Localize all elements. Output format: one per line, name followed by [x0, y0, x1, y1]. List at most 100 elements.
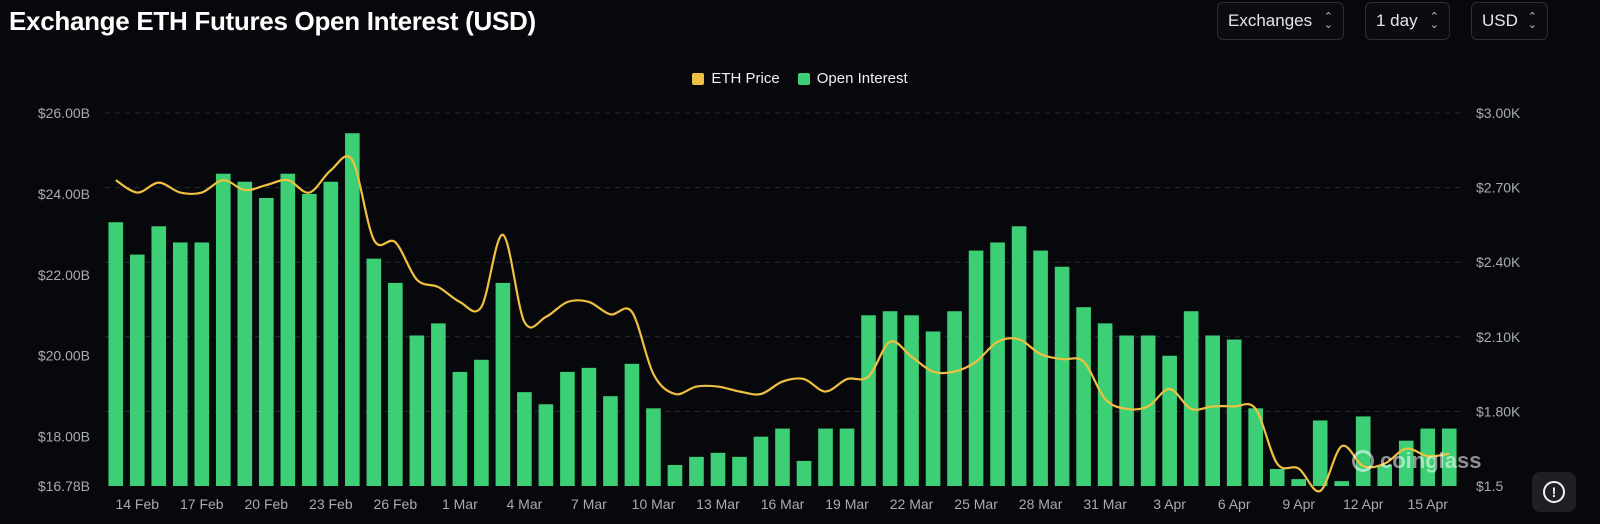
open-interest-bar [517, 392, 532, 486]
y-right-tick-label: $2.10K [1476, 329, 1521, 345]
legend-label-eth-price: ETH Price [711, 70, 780, 87]
y-right-tick-label: $2.40K [1476, 254, 1521, 270]
y-right-tick-label: $3.00K [1476, 105, 1521, 121]
interval-select-label: 1 day [1376, 11, 1418, 30]
x-tick-label: 23 Feb [309, 496, 353, 512]
open-interest-bar [1205, 335, 1220, 486]
coinglass-watermark: coinglass [1352, 448, 1481, 474]
open-interest-bar [968, 250, 984, 486]
open-interest-bar [818, 428, 833, 486]
open-interest-bar [431, 323, 446, 486]
open-interest-bar [108, 222, 124, 487]
x-tick-label: 31 Mar [1083, 496, 1127, 512]
alert-icon: ! [1543, 481, 1565, 503]
y-right-tick-label: $2.70K [1476, 180, 1521, 196]
open-interest-bar [1011, 226, 1027, 486]
open-interest-bar [538, 404, 554, 486]
x-tick-label: 4 Mar [507, 496, 543, 512]
open-interest-bar [667, 464, 683, 486]
open-interest-bar [237, 181, 253, 486]
x-tick-label: 20 Feb [245, 496, 289, 512]
open-interest-swatch [797, 72, 810, 85]
open-interest-bar [1054, 266, 1070, 486]
open-interest-bar [495, 282, 511, 486]
x-tick-label: 26 Feb [374, 496, 418, 512]
open-interest-bar [1140, 335, 1156, 486]
y-left-tick-label: $18.00B [38, 429, 90, 445]
open-interest-bar [947, 311, 962, 486]
open-interest-bar [1162, 355, 1177, 486]
open-interest-bar [603, 396, 618, 486]
open-interest-bar [710, 452, 726, 486]
open-interest-bar [646, 408, 661, 486]
exchanges-select[interactable]: Exchanges ⌃ ⌄ [1217, 2, 1344, 40]
open-interest-bar [1420, 428, 1436, 486]
open-interest-bar [474, 359, 489, 486]
open-interest-bar [1269, 469, 1285, 486]
open-interest-bar [560, 371, 575, 486]
open-interest-bar [345, 133, 360, 486]
open-interest-bar [775, 428, 790, 486]
open-interest-bar [194, 242, 210, 486]
open-interest-bar [861, 315, 876, 486]
y-left-tick-label: $24.00B [38, 186, 90, 202]
open-interest-bar [302, 193, 317, 486]
currency-select-label: USD [1482, 11, 1518, 30]
x-tick-label: 17 Feb [180, 496, 224, 512]
open-interest-bar [172, 242, 188, 486]
x-tick-label: 12 Apr [1343, 496, 1384, 512]
x-tick-label: 6 Apr [1218, 496, 1251, 512]
open-interest-bar [796, 460, 812, 486]
open-interest-bar [258, 197, 274, 487]
open-interest-bar [904, 315, 919, 486]
sort-chevrons-icon: ⌃ ⌄ [1323, 11, 1333, 31]
open-interest-bar [1119, 335, 1134, 486]
open-interest-bar [1226, 339, 1242, 486]
open-interest-bar [1076, 307, 1091, 486]
y-left-tick-label: $22.00B [38, 267, 90, 283]
x-tick-label: 9 Apr [1282, 496, 1315, 512]
feedback-button[interactable]: ! [1532, 472, 1576, 512]
open-interest-bar [452, 371, 468, 486]
x-tick-label: 10 Mar [632, 496, 676, 512]
chart-legend: ETH Price Open Interest [0, 70, 1600, 87]
watermark-text: coinglass [1380, 448, 1482, 473]
x-tick-label: 19 Mar [825, 496, 869, 512]
legend-label-open-interest: Open Interest [816, 70, 908, 87]
x-tick-label: 14 Feb [115, 496, 159, 512]
open-interest-bar [151, 226, 167, 486]
open-interest-bar [1291, 479, 1307, 486]
x-tick-label: 13 Mar [696, 496, 740, 512]
y-left-tick-label: $20.00B [38, 348, 90, 364]
open-interest-bar [990, 242, 1005, 486]
open-interest-bar [409, 335, 425, 486]
exchanges-select-label: Exchanges [1228, 11, 1313, 30]
open-interest-bar [732, 456, 747, 486]
y-right-tick-label: $1.5 [1476, 478, 1503, 494]
x-tick-label: 15 Apr [1407, 496, 1448, 512]
open-interest-bar [581, 367, 597, 486]
eth-price-line [115, 155, 1450, 493]
open-interest-bar [215, 173, 231, 487]
x-tick-label: 1 Mar [442, 496, 478, 512]
open-interest-bar [839, 428, 855, 486]
open-interest-bar [388, 282, 403, 486]
open-interest-bar [1097, 323, 1113, 486]
sort-chevrons-icon: ⌃ ⌄ [1527, 11, 1537, 31]
sort-chevrons-icon: ⌃ ⌄ [1429, 11, 1439, 31]
open-interest-bar [1183, 311, 1199, 486]
open-interest-bar [882, 311, 898, 486]
interval-select[interactable]: 1 day ⌃ ⌄ [1365, 2, 1450, 40]
x-tick-label: 16 Mar [761, 496, 805, 512]
open-interest-bar [1312, 420, 1328, 486]
currency-select[interactable]: USD ⌃ ⌄ [1471, 2, 1548, 40]
page-title: Exchange ETH Futures Open Interest (USD) [9, 6, 536, 36]
legend-item-eth-price[interactable]: ETH Price [692, 70, 780, 87]
x-tick-label: 3 Apr [1153, 496, 1186, 512]
eth-price-swatch [692, 72, 705, 85]
y-left-tick-label: $26.00B [38, 105, 90, 121]
legend-item-open-interest[interactable]: Open Interest [797, 70, 908, 87]
x-tick-label: 7 Mar [571, 496, 607, 512]
open-interest-bar [1441, 428, 1457, 486]
